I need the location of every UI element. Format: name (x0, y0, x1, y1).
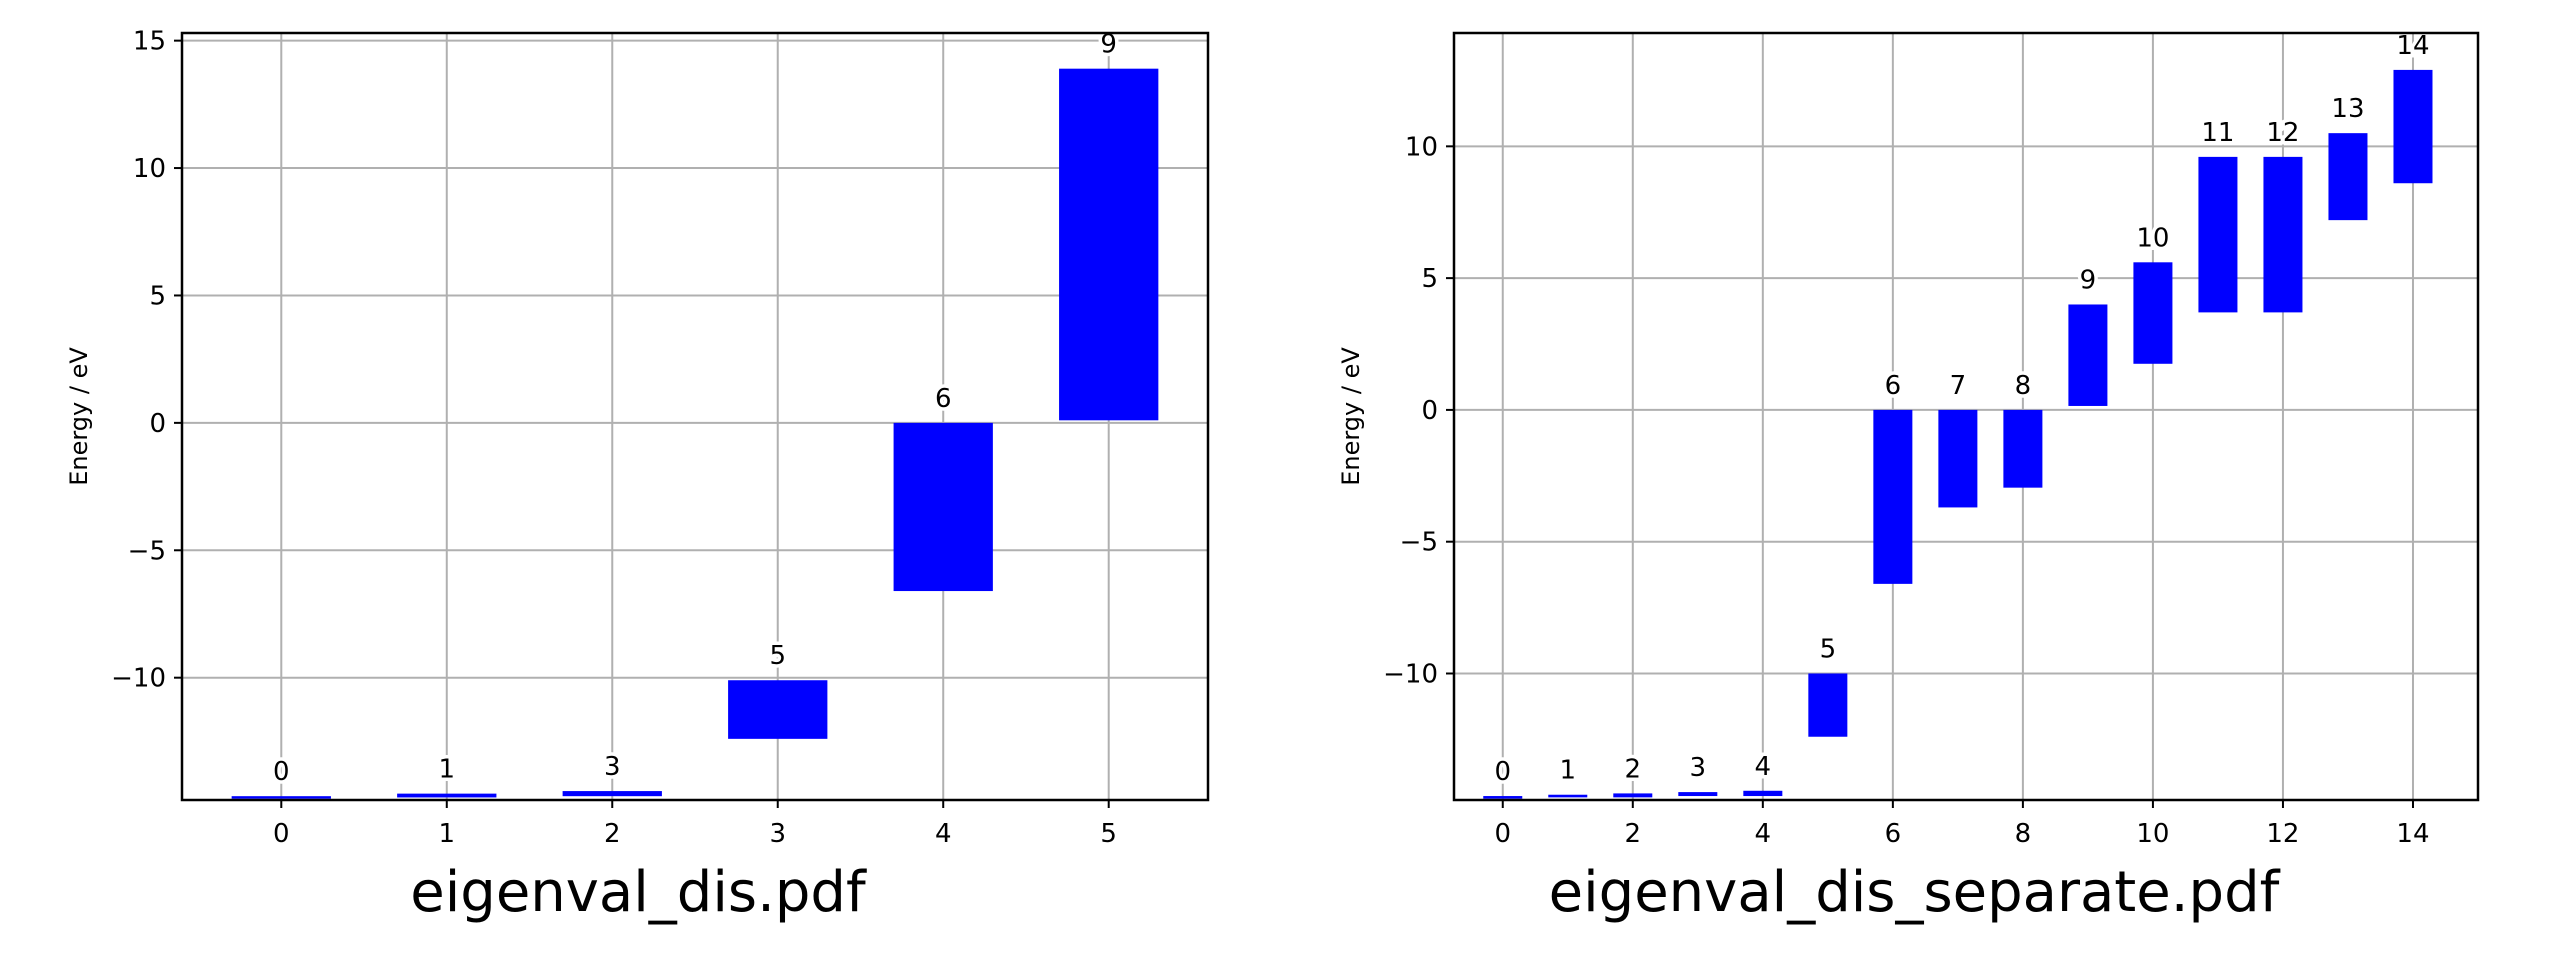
bar-label: 9 (2080, 265, 2097, 295)
bar-label: 3 (604, 752, 621, 782)
bar (1059, 68, 1159, 421)
chart-caption: eigenval_dis.pdf (410, 860, 866, 925)
chart-panel-eigenval-dis-separate: 0 1 2 3 4 5 6 7 8 9 10 11 12 13 14 0 2 4 6 8 10 12 14 −10 −5 0 5 10… (1276, 0, 2552, 966)
y-axis-title: Energy / eV (1337, 347, 1365, 486)
bar-label: 11 (2201, 118, 2234, 148)
bar (397, 793, 497, 798)
bar (2003, 409, 2043, 488)
y-tick-label: 0 (1421, 396, 1438, 426)
bar-label: 5 (769, 641, 786, 671)
chart-panel-eigenval-dis: 0 1 3 5 6 9 0 1 2 3 4 5 −10 −5 0 5 10 15 Energy / eV eigen… (0, 0, 1276, 966)
bar (1808, 673, 1848, 737)
chart-svg: 0 1 3 5 6 9 0 1 2 3 4 5 −10 −5 0 5 10 15 Energy / eV (65, 26, 1210, 849)
bar (2263, 156, 2303, 313)
bar-label: 1 (439, 755, 456, 785)
bar-label: 13 (2331, 94, 2364, 124)
x-tick-label: 6 (1885, 819, 1902, 849)
bar (1548, 794, 1588, 798)
bar (1938, 409, 1978, 508)
bar (2328, 133, 2368, 221)
y-tick-label: −5 (128, 536, 166, 566)
bar (1613, 793, 1653, 798)
x-tick-label: 4 (1755, 819, 1772, 849)
y-tick-label: 0 (149, 409, 166, 439)
bar-label: 6 (1885, 371, 1902, 401)
bar (728, 680, 828, 739)
y-tick-label: 10 (133, 154, 166, 184)
bar (893, 422, 993, 592)
bar-label: 10 (2136, 223, 2169, 253)
y-tick-label: −5 (1400, 528, 1438, 558)
bar (1678, 792, 1718, 797)
bar (1873, 409, 1913, 584)
y-tick-label: 5 (1421, 264, 1438, 294)
x-tick-label: 1 (439, 819, 456, 849)
bar (1743, 790, 1783, 797)
bar (2198, 156, 2238, 313)
x-tick-label: 8 (2015, 819, 2032, 849)
y-axis-title: Energy / eV (65, 347, 93, 486)
bar (2133, 262, 2173, 364)
x-tick-label: 10 (2136, 819, 2169, 849)
y-tick-label: −10 (1383, 659, 1438, 689)
x-tick-label: 2 (604, 819, 621, 849)
plot-frame (180, 31, 1210, 802)
x-tick-label: 4 (935, 819, 952, 849)
bar-label: 7 (1950, 371, 1967, 401)
y-tick-label: 5 (149, 281, 166, 311)
bar-label: 3 (1690, 753, 1707, 783)
bar-label: 0 (273, 757, 290, 787)
bar-label: 0 (1494, 757, 1511, 787)
chart-caption: eigenval_dis_separate.pdf (1548, 860, 2280, 925)
x-tick-label: 3 (769, 819, 786, 849)
bar-label: 8 (2015, 371, 2032, 401)
bar (231, 796, 331, 799)
bar-label: 9 (1100, 30, 1117, 60)
x-tick-label: 12 (2266, 819, 2299, 849)
bar-label: 5 (1820, 634, 1837, 664)
x-tick-label: 5 (1100, 819, 1117, 849)
x-tick-label: 14 (2396, 819, 2429, 849)
x-tick-label: 0 (273, 819, 290, 849)
bar-label: 1 (1560, 756, 1577, 786)
y-tick-label: 10 (1405, 132, 1438, 162)
bar-label: 2 (1625, 754, 1642, 784)
y-tick-label: 15 (133, 27, 166, 57)
bar (1483, 796, 1523, 799)
y-tick-label: −10 (111, 664, 166, 694)
bar-label: 4 (1755, 752, 1772, 782)
plot-frame (1452, 31, 2480, 802)
bar-label: 12 (2266, 118, 2299, 148)
bar (562, 791, 662, 797)
x-tick-label: 2 (1625, 819, 1642, 849)
bar (2068, 304, 2108, 406)
bar-label: 6 (935, 384, 952, 414)
x-tick-label: 0 (1494, 819, 1511, 849)
bar (2393, 69, 2433, 184)
bar-label: 14 (2396, 31, 2429, 61)
